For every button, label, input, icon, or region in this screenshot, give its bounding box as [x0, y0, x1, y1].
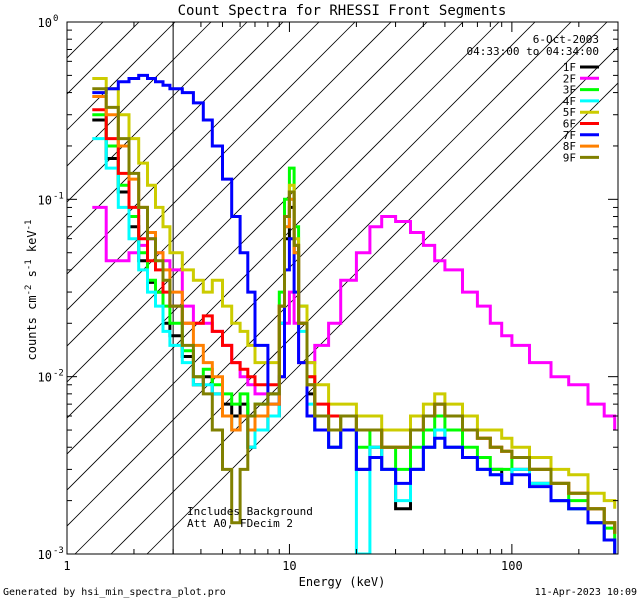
hatch-line [67, 22, 248, 203]
ylabel-part-1: -2 [24, 285, 34, 296]
hatched-region [67, 22, 618, 554]
hatch-line [67, 22, 284, 239]
hatch-line [67, 22, 356, 311]
y-tick-exponent: 0 [53, 14, 58, 24]
observation-time-range: 04:33:00 to 04:34:00 [467, 45, 599, 58]
legend-label-1F: 1F [563, 61, 576, 74]
legend-label-8F: 8F [563, 140, 576, 153]
hatch-line [67, 22, 320, 275]
observation-date: 6-Oct-2003 [533, 33, 599, 46]
annotation-attenuator: Att A0, FDecim 2 [187, 517, 293, 530]
ylabel-part-5: -1 [24, 220, 34, 231]
y-tick-exponent: -1 [53, 191, 64, 201]
y-tick-label: 10 [38, 548, 52, 562]
hatch-line [67, 22, 392, 347]
series-line-9F [92, 87, 617, 534]
legend-label-9F: 9F [563, 151, 576, 164]
hatch-line [67, 22, 428, 383]
x-tick-label: 1 [63, 559, 70, 573]
hatch-line [67, 22, 500, 455]
annotation-background: Includes Background [187, 505, 313, 518]
ylabel-part-3: -1 [24, 259, 34, 270]
hatch-line [110, 46, 618, 554]
legend-label-3F: 3F [563, 84, 576, 97]
y-tick-label: 10 [38, 16, 52, 30]
plot-frame [66, 21, 619, 555]
legend-label-6F: 6F [563, 118, 576, 131]
axis-ticks [66, 21, 619, 555]
footer-timestamp: 11-Apr-2023 10:09 [535, 587, 637, 598]
series-line-5F [92, 77, 617, 509]
series-line-7F [92, 73, 617, 554]
y-tick-exponent: -2 [53, 369, 64, 379]
y-axis-label: counts cm-2 s-1 keV-1 [24, 220, 39, 361]
y-tick-label: 10 [38, 371, 52, 385]
hatch-line [146, 82, 618, 554]
chart-title: Count Spectra for RHESSI Front Segments [178, 3, 507, 19]
x-tick-label: 10 [282, 559, 296, 573]
legend-label-2F: 2F [563, 72, 576, 85]
x-tick-label: 100 [501, 559, 523, 573]
legend-label-7F: 7F [563, 129, 576, 142]
ylabel-part-0: counts cm [25, 295, 39, 360]
y-tick-label: 10 [38, 193, 52, 207]
hatch-line [67, 22, 176, 131]
series-layer [92, 73, 617, 554]
hatch-line [67, 22, 212, 167]
hatch-line [67, 22, 572, 527]
legend-label-4F: 4F [563, 95, 576, 108]
hatch-line [67, 22, 464, 419]
ylabel-part-4: keV [25, 230, 39, 259]
x-axis-label: Energy (keV) [299, 575, 386, 589]
legend-label-5F: 5F [563, 106, 576, 119]
y-tick-exponent: -3 [53, 546, 64, 556]
footer-generated-by: Generated by hsi_min_spectra_plot.pro [3, 587, 226, 598]
hatch-line [67, 22, 536, 491]
ylabel-part-2: s [25, 270, 39, 284]
